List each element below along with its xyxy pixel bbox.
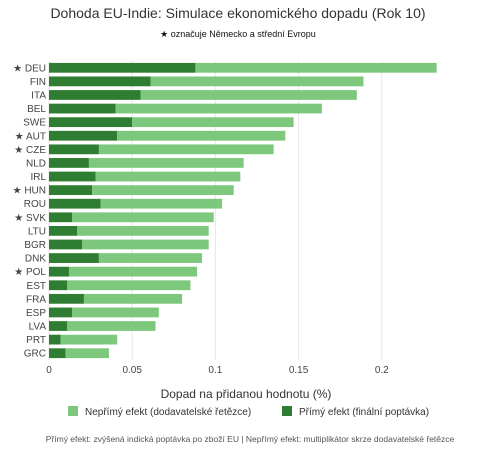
bar-indirect-lva	[67, 321, 156, 331]
x-tick-label: 0.05	[122, 365, 142, 376]
bar-direct-fin	[49, 76, 151, 87]
x-axis-ticks: 0 0.05 0.1 0.15 0.2	[46, 365, 389, 376]
y-tick-label: NLD	[26, 158, 46, 169]
x-axis-title: Dopad na přidanou hodnotu (%)	[161, 387, 332, 401]
bar-direct-hun	[49, 185, 93, 196]
y-axis-labels: ★ DEU FIN ITA BEL SWE ★ AUT ★ CZE NLD IRL ★ HUN RO…	[13, 63, 47, 359]
x-tick-label: 0.1	[208, 365, 222, 376]
y-tick-label: GRC	[24, 349, 46, 360]
bar-indirect-fin	[150, 76, 364, 87]
bar-direct-prt	[49, 334, 61, 345]
bar-direct-cze	[49, 144, 99, 155]
y-tick-label: ESP	[26, 308, 46, 319]
bar-indirect-irl	[95, 171, 241, 182]
bar-direct-grc	[49, 348, 66, 359]
chart-title: Dohoda EU-Indie: Simulace ekonomického d…	[50, 5, 425, 21]
bar-group	[49, 62, 437, 359]
bar-indirect-bgr	[82, 239, 209, 250]
y-tick-label: ★ SVK	[14, 213, 46, 224]
bar-indirect-rou	[100, 198, 223, 209]
bar-indirect-pol	[68, 266, 198, 277]
bar-direct-rou	[49, 198, 101, 209]
y-tick-label: ROU	[24, 199, 46, 210]
y-tick-label: EST	[27, 281, 46, 292]
bar-direct-ltu	[49, 225, 78, 236]
bar-direct-swe	[49, 117, 133, 128]
y-tick-label: ITA	[31, 90, 46, 101]
bar-indirect-esp	[72, 307, 159, 318]
bar-direct-dnk	[49, 253, 99, 263]
bar-indirect-svk	[72, 212, 214, 223]
y-tick-label: FIN	[30, 77, 46, 88]
bar-direct-aut	[49, 130, 118, 141]
bar-indirect-ita	[140, 90, 357, 100]
bar-indirect-bel	[115, 103, 322, 114]
y-tick-label: ★ AUT	[15, 131, 46, 142]
bar-direct-svk	[49, 212, 73, 223]
bar-direct-ita	[49, 90, 141, 100]
bar-direct-bel	[49, 103, 116, 114]
y-tick-label: ★ POL	[14, 267, 46, 278]
legend: Nepřímý efekt (dodavatelské řetězce) Přím…	[68, 406, 429, 418]
bar-direct-pol	[49, 266, 69, 277]
bar-direct-lva	[49, 321, 68, 331]
bar-direct-fra	[49, 293, 84, 304]
bar-indirect-cze	[98, 144, 274, 155]
bar-direct-bgr	[49, 239, 83, 250]
bar-direct-esp	[49, 307, 73, 318]
bar-indirect-grc	[65, 348, 109, 359]
y-tick-label: DNK	[25, 254, 46, 265]
y-tick-label: SWE	[23, 118, 46, 129]
bar-direct-irl	[49, 171, 96, 182]
x-tick-label: 0	[46, 365, 52, 376]
x-tick-label: 0.15	[289, 365, 309, 376]
bar-indirect-aut	[117, 130, 286, 141]
y-tick-label: LTU	[28, 226, 46, 237]
bar-indirect-swe	[132, 117, 294, 128]
bar-indirect-fra	[83, 293, 183, 304]
bar-indirect-nld	[88, 158, 244, 168]
y-tick-label: BGR	[24, 240, 46, 251]
bar-indirect-est	[67, 280, 191, 291]
bar-direct-est	[49, 280, 68, 291]
bar-indirect-ltu	[77, 225, 209, 236]
y-tick-label: ★ CZE	[14, 145, 46, 156]
bar-indirect-dnk	[98, 253, 203, 263]
y-tick-label: BEL	[27, 104, 46, 115]
y-tick-label: FRA	[26, 294, 46, 305]
bar-indirect-deu	[195, 62, 437, 73]
bar-indirect-hun	[92, 185, 234, 196]
y-tick-label: LVA	[29, 322, 47, 333]
chart-subtitle: ★ označuje Německo a střední Evropu	[160, 29, 316, 39]
legend-swatch-2	[282, 406, 292, 416]
legend-label-1: Nepřímý efekt (dodavatelské řetězce)	[85, 407, 251, 418]
footnote: Přímý efekt: zvýšená indická poptávka po…	[46, 434, 455, 444]
bar-direct-nld	[49, 158, 89, 168]
y-tick-label: PRT	[26, 335, 46, 346]
y-tick-label: ★ HUN	[13, 186, 46, 197]
y-tick-label: IRL	[30, 172, 46, 183]
x-tick-label: 0.2	[375, 365, 389, 376]
legend-label-2: Přímý efekt (finální poptávka)	[299, 407, 429, 418]
legend-swatch-1	[68, 406, 78, 416]
bar-indirect-prt	[60, 334, 118, 345]
y-tick-label: ★ DEU	[13, 63, 46, 74]
bar-direct-deu	[49, 62, 196, 73]
